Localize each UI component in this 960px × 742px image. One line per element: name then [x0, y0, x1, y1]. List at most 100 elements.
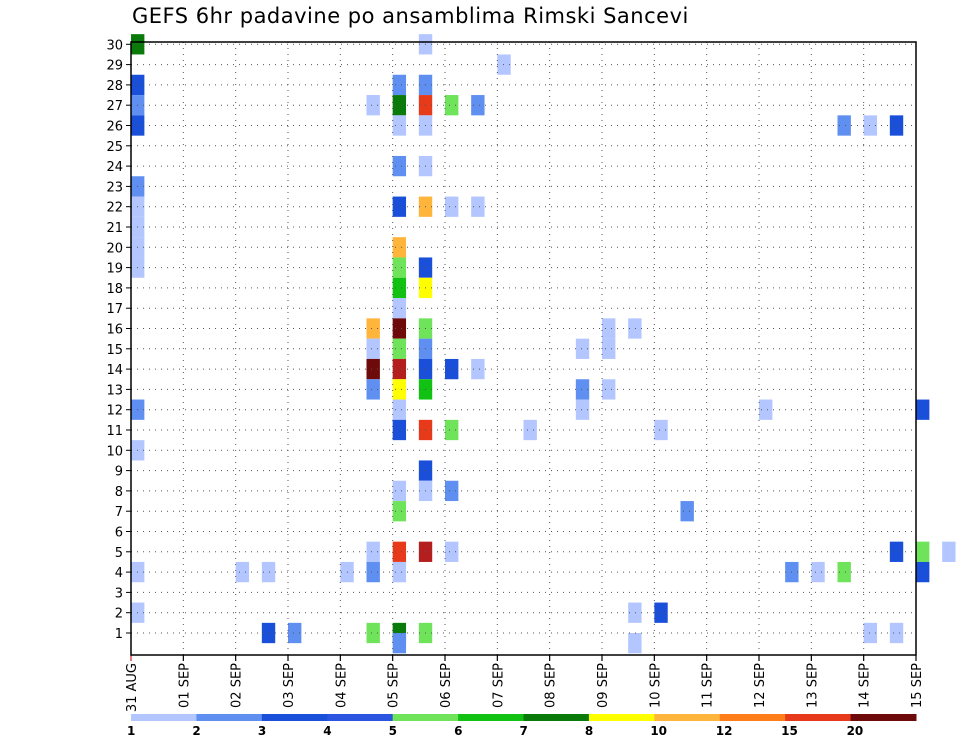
colorbar-label: 7 — [520, 724, 528, 738]
y-tick-label: 16 — [106, 323, 123, 338]
heatmap-cell — [366, 622, 380, 644]
plot-frame — [130, 41, 917, 656]
heatmap-cell — [759, 399, 773, 420]
x-tick-label: 03 SEP — [282, 663, 297, 708]
heatmap-cell — [628, 318, 642, 339]
y-tick-label: 4 — [115, 566, 123, 581]
heatmap-cell — [366, 379, 380, 400]
heatmap-cell — [628, 633, 642, 654]
heatmap-cell — [889, 115, 904, 136]
heatmap-cell — [392, 257, 407, 278]
y-tick-label: 28 — [106, 79, 123, 94]
heatmap-cell — [654, 419, 668, 441]
y-tick-label: 14 — [106, 363, 123, 378]
y-tick-label: 30 — [106, 38, 123, 53]
y-tick-label: 9 — [115, 465, 123, 480]
heatmap-cell — [392, 155, 407, 177]
heatmap-cell — [392, 399, 407, 420]
y-tick-label: 19 — [106, 262, 123, 277]
heatmap-cell — [602, 379, 616, 400]
y-tick-label: 23 — [106, 180, 123, 195]
x-axis: 31 AUG 01 SEP 02 SEP 03 SEP 04 SEP 05 SEP 06 S… — [125, 655, 925, 712]
y-axis: 1234567891011121314151617181920212223242… — [106, 38, 131, 642]
y-tick-label: 18 — [106, 282, 123, 297]
heatmap-cell — [942, 541, 956, 562]
x-tick-label: 06 SEP — [439, 663, 454, 708]
y-tick-label: 5 — [115, 546, 123, 561]
x-tick-label: 02 SEP — [230, 663, 245, 708]
colorbar-swatch — [785, 714, 852, 721]
y-tick-label: 29 — [106, 59, 123, 74]
heatmap-cell — [392, 74, 407, 96]
colorbar-swatch — [392, 714, 459, 721]
y-tick-label: 20 — [106, 241, 123, 256]
heatmap-cell — [392, 358, 407, 380]
heatmap-cell — [889, 541, 904, 562]
heatmap-cell — [523, 419, 537, 441]
y-tick-label: 6 — [115, 526, 123, 541]
heatmap-cell — [392, 541, 407, 562]
y-tick-label: 17 — [106, 302, 123, 317]
heatmap-cell — [445, 419, 459, 441]
heatmap-cell — [602, 338, 616, 359]
heatmap-cell — [602, 318, 616, 339]
heatmap-cell — [680, 501, 694, 522]
heatmap-cell — [392, 480, 407, 502]
heatmap-cells — [131, 34, 956, 654]
heatmap-cell — [366, 95, 380, 116]
heatmap-cell — [392, 237, 407, 258]
colorbar-label: 5 — [389, 724, 397, 738]
heatmap-cell — [392, 95, 407, 116]
heatmap-cell — [497, 54, 511, 75]
heatmap-cell — [261, 561, 276, 583]
heatmap-cell — [392, 501, 407, 522]
heatmap-cell — [392, 633, 407, 654]
colorbar-label: 4 — [323, 724, 331, 738]
heatmap-cell — [392, 419, 407, 441]
heatmap-cell — [261, 622, 276, 644]
chart-title: GEFS 6hr padavine po ansamblima Rimski S… — [132, 4, 689, 28]
colorbar-swatch — [131, 714, 197, 721]
colorbar-label: 6 — [454, 724, 462, 738]
heatmap-cell — [445, 196, 459, 217]
colorbar: 1 2 3 4 5 6 7 8 10 12 15 20 — [127, 714, 917, 738]
heatmap-cell — [575, 338, 590, 359]
colorbar-swatch — [719, 714, 786, 721]
heatmap-cell — [392, 338, 407, 359]
colorbar-swatch — [850, 714, 917, 721]
y-tick-label: 27 — [106, 99, 123, 114]
x-tick-label: 08 SEP — [544, 663, 559, 708]
heatmap-cell — [863, 622, 878, 644]
heatmap-cell — [445, 95, 459, 116]
heatmap-cell — [837, 115, 851, 136]
grid-lines — [130, 42, 917, 655]
colorbar-label: 2 — [192, 724, 200, 738]
y-tick-label: 1 — [115, 627, 123, 642]
heatmap-cell — [445, 541, 459, 562]
heatmap-cell — [837, 561, 851, 583]
x-tick-label: 10 SEP — [648, 663, 663, 708]
heatmap-cell — [654, 602, 668, 623]
heatmap-cell — [628, 602, 642, 623]
x-tick-label: 07 SEP — [491, 663, 506, 708]
colorbar-swatch — [588, 714, 655, 721]
heatmap-cell — [811, 561, 825, 583]
colorbar-label: 15 — [781, 724, 798, 738]
heatmap-cell — [392, 115, 407, 136]
heatmap-cell — [366, 358, 380, 380]
heatmap-cell — [392, 561, 407, 583]
heatmap-cell — [366, 338, 380, 359]
heatmap-cell — [392, 298, 407, 319]
colorbar-swatch — [261, 714, 328, 721]
colorbar-label: 3 — [258, 724, 266, 738]
heatmap-cell — [235, 561, 250, 583]
heatmap-cell — [471, 196, 485, 217]
colorbar-label: 10 — [650, 724, 667, 738]
x-tick-label: 04 SEP — [334, 663, 349, 708]
x-tick-label: 11 SEP — [701, 663, 716, 708]
x-tick-label: 14 SEP — [858, 663, 873, 708]
y-tick-label: 13 — [106, 383, 123, 398]
x-tick-label: 05 SEP — [387, 663, 402, 708]
heatmap-cell — [392, 196, 407, 217]
y-tick-label: 21 — [106, 221, 123, 236]
